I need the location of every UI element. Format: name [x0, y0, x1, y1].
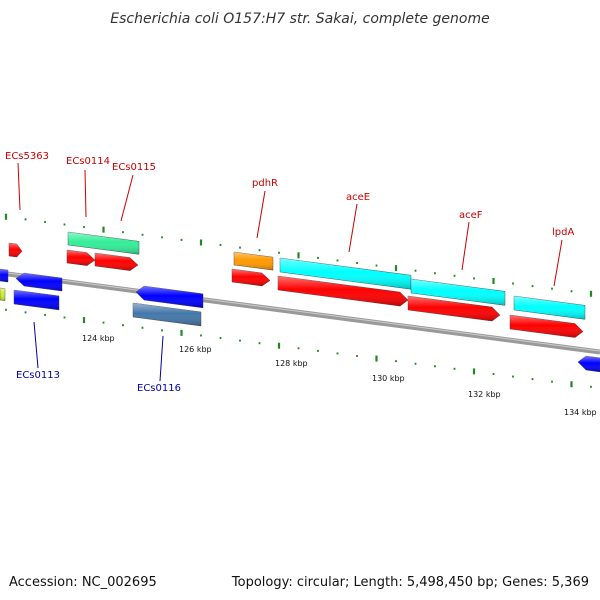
- gene-label-ecs0115[interactable]: ECs0115: [112, 162, 156, 173]
- genome-backbone: [0, 270, 600, 355]
- gene-label-ecs0114[interactable]: ECs0114: [66, 156, 110, 167]
- ruler-label-128kbp: 128 kbp: [275, 359, 308, 368]
- yellow-feature-left-edge[interactable]: [0, 287, 6, 301]
- gene-label-ecs5363[interactable]: ECs5363: [5, 151, 49, 162]
- cds-forward-acee[interactable]: [277, 275, 409, 307]
- cds-reverse-right-edge[interactable]: [577, 355, 600, 373]
- gene-label-acef[interactable]: aceF: [459, 210, 483, 221]
- steel-feature-ecs0116[interactable]: [132, 302, 202, 327]
- topology-text: Topology: circular; Length: 5,498,450 bp…: [231, 575, 589, 590]
- leader-ecs0116: [159, 335, 164, 382]
- ruler-label-130kbp: 130 kbp: [372, 374, 405, 383]
- cds-forward-ecs5363[interactable]: [8, 242, 23, 258]
- leader-pdhr: [256, 190, 266, 239]
- ruler-label-132kbp: 132 kbp: [468, 390, 501, 399]
- cds-reverse-ecs0113[interactable]: [13, 289, 60, 311]
- backbone-highlight: [0, 271, 600, 352]
- rrna-feature-acef[interactable]: [410, 278, 506, 306]
- leader-ecs0115: [120, 174, 134, 222]
- cds-forward-ecs0114[interactable]: [66, 249, 96, 266]
- misc-feature-pdhr[interactable]: [233, 251, 274, 271]
- ruler-label-134kbp: 134 kbp: [564, 408, 597, 417]
- cds-reverse-ecs0116-upper[interactable]: [135, 285, 204, 309]
- cds-reverse-left-edge[interactable]: [0, 268, 9, 283]
- gene-label-acee[interactable]: aceE: [346, 192, 370, 203]
- ruler-label-126kbp: 126 kbp: [179, 345, 212, 354]
- leader-lpda: [553, 239, 563, 287]
- leader-ecs0113: [33, 321, 39, 369]
- gene-label-ecs0113[interactable]: ECs0113: [16, 370, 60, 381]
- gene-label-lpda[interactable]: lpdA: [552, 227, 574, 238]
- ruler-label-124kbp: 124 kbp: [82, 334, 115, 343]
- leader-ecs0114: [84, 169, 87, 218]
- gc-content-track-upper: [4, 213, 593, 297]
- label-leaders: [17, 162, 563, 382]
- map-title: Escherichia coli O157:H7 str. Sakai, com…: [110, 11, 489, 27]
- cds-forward-ecs0115[interactable]: [94, 252, 139, 271]
- cds-forward-pdhr[interactable]: [231, 268, 271, 287]
- gc-content-track-lower: [5, 308, 592, 388]
- gene-label-pdhr[interactable]: pdhR: [252, 178, 278, 189]
- feature-track: [0, 231, 600, 373]
- cds-forward-lpda[interactable]: [509, 314, 584, 338]
- cds-forward-acef[interactable]: [407, 295, 501, 322]
- rrna-feature-lpda[interactable]: [513, 295, 586, 320]
- leader-acee: [348, 203, 358, 253]
- accession-text: Accession: NC_002695: [9, 575, 157, 590]
- gene-label-ecs0116[interactable]: ECs0116: [137, 383, 181, 394]
- leader-acef: [461, 221, 470, 271]
- cds-reverse-ecs0113-upper[interactable]: [15, 272, 63, 292]
- trna-feature-ecs0114[interactable]: [67, 231, 140, 255]
- leader-ecs5363: [17, 162, 21, 211]
